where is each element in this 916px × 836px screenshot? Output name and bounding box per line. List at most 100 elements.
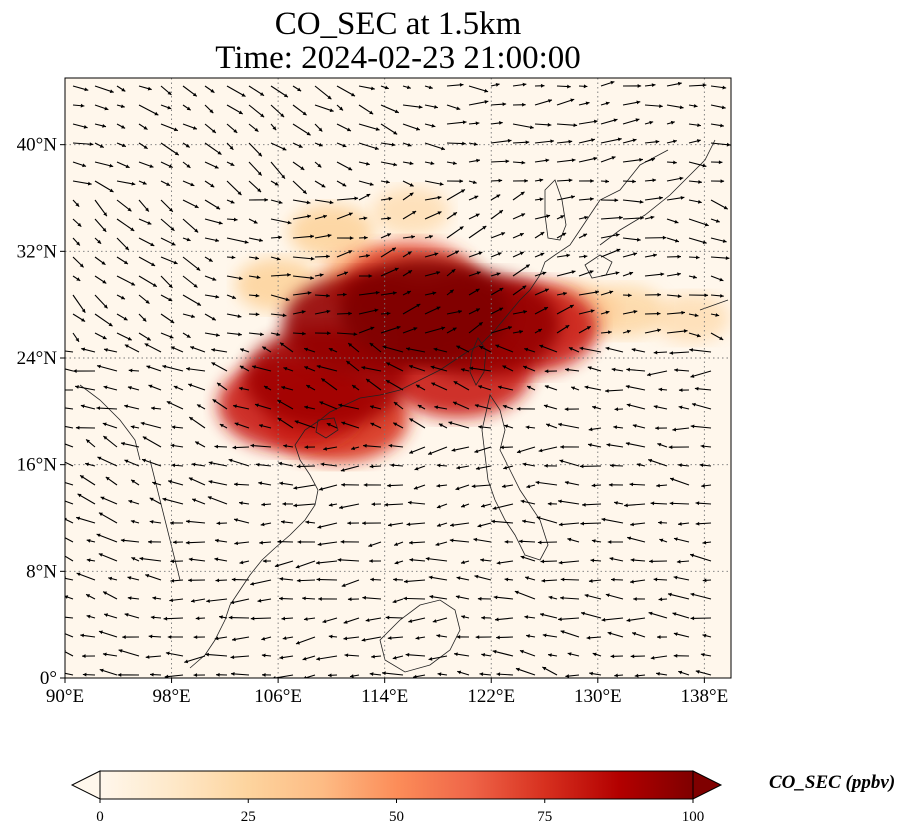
wind-arrow — [337, 557, 360, 562]
wind-arrow — [226, 275, 243, 281]
wind-arrow — [72, 103, 85, 108]
wind-arrow — [98, 630, 118, 638]
wind-arrow — [238, 501, 250, 505]
wind-arrow — [292, 214, 312, 220]
wind-arrow — [710, 256, 730, 260]
wind-arrow — [102, 591, 118, 600]
wind-arrow — [238, 386, 250, 391]
wind-arrow — [710, 179, 725, 184]
wind-arrow — [578, 309, 595, 315]
wind-arrow — [85, 462, 96, 467]
wind-arrow — [500, 445, 514, 450]
wind-arrow — [688, 332, 701, 338]
wind-arrow — [688, 313, 699, 318]
wind-arrow — [369, 405, 382, 410]
wind-arrow — [446, 211, 458, 220]
wind-arrow — [65, 672, 74, 676]
wind-arrow — [453, 380, 470, 391]
wind-arrow — [448, 421, 470, 429]
wind-arrow — [580, 521, 602, 526]
wind-arrow — [336, 271, 349, 277]
wind-arrow — [393, 541, 404, 546]
wind-arrow — [340, 465, 360, 472]
colorbar-tick-label: 50 — [389, 809, 404, 825]
wind-arrow — [468, 308, 481, 315]
wind-arrow — [428, 655, 448, 661]
wind-arrow — [666, 81, 682, 87]
wind-arrow — [258, 424, 272, 429]
wind-arrow — [292, 234, 314, 239]
wind-arrow — [424, 306, 441, 315]
wind-arrow — [86, 558, 96, 563]
wind-arrow — [167, 479, 184, 486]
wind-arrow — [248, 275, 261, 280]
wind-arrow — [539, 612, 558, 619]
wind-arrow — [248, 104, 265, 118]
colorbar-tick-label: 0 — [96, 809, 104, 825]
wind-arrow — [76, 516, 96, 524]
wind-arrow — [368, 541, 382, 548]
wind-arrow — [435, 541, 448, 547]
wind-arrow — [519, 649, 536, 657]
wind-arrow — [124, 459, 140, 467]
wind-arrow — [314, 123, 323, 132]
wind-arrow — [648, 611, 668, 619]
wind-arrow — [610, 463, 624, 468]
wind-arrow — [138, 180, 147, 185]
wind-arrow — [370, 577, 382, 582]
wind-arrow — [380, 311, 391, 316]
wind-arrow — [314, 331, 331, 336]
wind-arrow — [610, 654, 624, 659]
wind-arrow — [65, 425, 74, 429]
wind-arrow — [116, 85, 126, 92]
wind-arrow — [446, 189, 466, 201]
wind-arrow — [407, 500, 426, 505]
wind-arrow — [512, 191, 525, 201]
wind-arrow — [138, 237, 155, 247]
wind-arrow — [512, 82, 527, 87]
wind-arrow — [446, 250, 460, 258]
wind-arrow — [526, 634, 536, 638]
wind-arrow — [144, 343, 162, 353]
wind-arrow — [162, 364, 184, 372]
wind-arrow — [208, 461, 228, 467]
wind-arrow — [314, 273, 324, 277]
wind-arrow — [118, 649, 140, 657]
wind-arrow — [644, 157, 656, 163]
wind-arrow — [557, 499, 580, 505]
wind-arrow — [390, 463, 404, 468]
wind-arrow — [380, 233, 392, 239]
wind-arrow — [469, 366, 492, 372]
wind-arrow — [314, 142, 323, 147]
wind-arrow — [358, 216, 368, 221]
wind-arrow — [644, 83, 656, 88]
wind-arrow — [303, 347, 316, 353]
wind-arrow — [600, 233, 620, 239]
wind-arrow — [99, 668, 118, 676]
wind-arrow — [402, 290, 412, 296]
wind-arrow — [449, 538, 470, 543]
wind-arrow — [76, 572, 96, 581]
wind-arrow — [613, 501, 624, 505]
wind-arrow — [688, 103, 698, 108]
wind-arrow — [402, 269, 413, 277]
wind-arrow — [496, 560, 514, 565]
wind-arrow — [85, 593, 96, 600]
wind-arrow — [370, 422, 382, 429]
wind-arrow — [226, 217, 238, 222]
wind-arrow — [600, 118, 618, 125]
wind-arrow — [402, 251, 412, 258]
wind-arrow — [492, 649, 514, 657]
wind-arrow — [515, 667, 536, 676]
wind-arrow — [340, 539, 360, 544]
wind-arrow — [226, 294, 237, 300]
wind-arrow — [699, 463, 712, 468]
wind-arrow — [160, 180, 171, 187]
wind-arrow — [525, 425, 536, 430]
wind-arrow — [490, 159, 510, 164]
wind-arrow — [659, 538, 668, 543]
wind-arrow — [534, 231, 545, 239]
wind-arrow — [270, 142, 287, 151]
wind-arrow — [116, 332, 132, 341]
